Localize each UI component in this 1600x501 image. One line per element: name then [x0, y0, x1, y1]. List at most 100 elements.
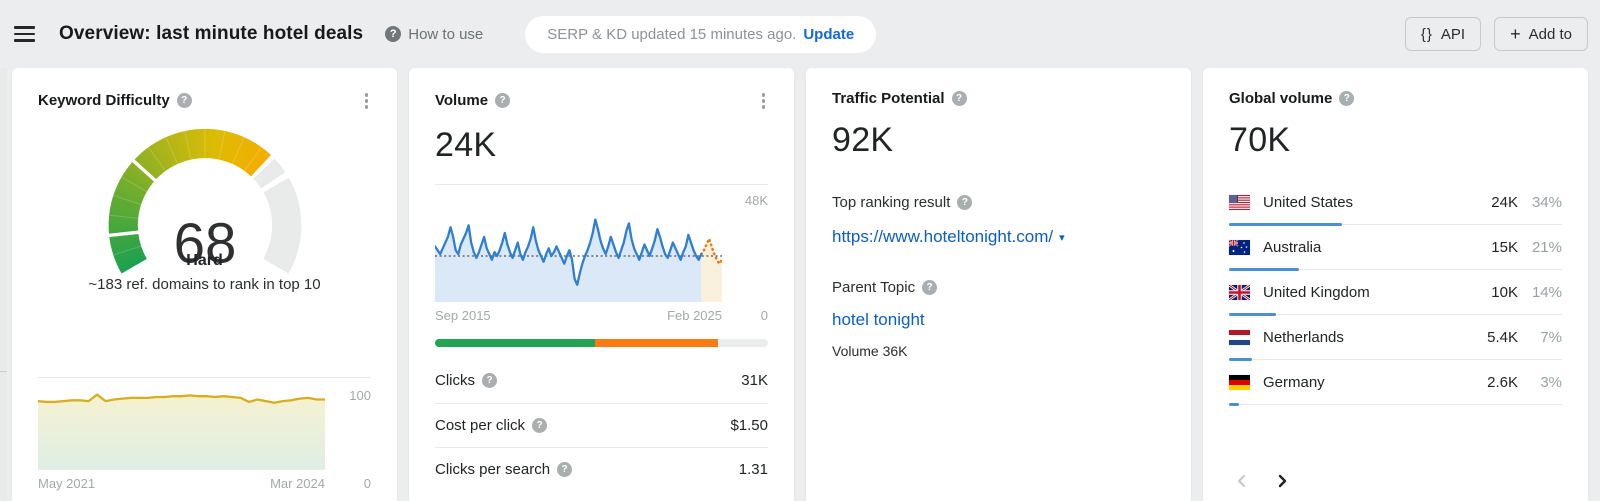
kd-gauge: 68 — [38, 116, 371, 282]
metric-help-icon[interactable]: ? — [557, 461, 573, 477]
help-icon: ? — [385, 26, 402, 42]
country-percent: 21% — [1531, 238, 1562, 256]
metric-label: Clicks — [435, 372, 475, 389]
country-pager — [1229, 467, 1562, 491]
kd-help-icon[interactable]: ? — [176, 93, 192, 109]
country-volume: 15K — [1491, 238, 1518, 256]
gv-card-title: Global volume — [1229, 90, 1333, 107]
volume-y-axis-top: 48K — [744, 192, 768, 208]
kd-x-axis-start: May 2021 — [38, 475, 96, 491]
tp-help-icon[interactable]: ? — [951, 91, 967, 106]
metric-value: 1.31 — [738, 460, 768, 478]
de-flag-icon — [1229, 374, 1250, 390]
clicks-bar-segment-paid — [594, 338, 719, 347]
volume-x-axis-start: Sep 2015 — [435, 307, 491, 323]
tp-value: 92K — [832, 121, 894, 159]
country-list: United States 24K 34% Australia 15K 21% Unit… — [1228, 180, 1562, 406]
country-percent: 7% — [1540, 328, 1562, 346]
kd-level-label: Hard — [186, 251, 223, 269]
top-ranking-result-link[interactable]: https://www.hoteltonight.com/ ▾ — [832, 227, 1065, 247]
metric-label: Cost per click — [435, 416, 526, 434]
country-percent: 14% — [1531, 283, 1562, 301]
country-volume: 24K — [1491, 193, 1518, 211]
country-row-australia: Australia 15K 21% — [1228, 225, 1562, 271]
nl-flag-icon — [1229, 329, 1250, 345]
global-volume-card: Global volume ? 70K United States 24K 34% … — [1203, 68, 1588, 501]
volume-help-icon[interactable]: ? — [495, 93, 511, 109]
metric-help-icon[interactable]: ? — [532, 417, 548, 433]
volume-kebab-menu-icon[interactable] — [759, 90, 769, 112]
update-link[interactable]: Update — [803, 25, 855, 43]
kd-y-axis-bottom: 0 — [363, 475, 371, 491]
kd-x-axis-end: Mar 2024 — [270, 475, 325, 491]
kd-history-chart — [38, 392, 325, 470]
topbar: Overview: last minute hotel deals ? How … — [0, 0, 1600, 68]
api-button[interactable]: {} API — [1404, 17, 1482, 51]
metric-row-cost-per-click: Cost per click? $1.50 — [435, 402, 768, 447]
volume-history-chart — [435, 217, 722, 302]
country-name: Australia — [1263, 238, 1322, 256]
clicks-distribution-bar — [435, 338, 768, 347]
country-share-bar — [1229, 358, 1253, 361]
how-to-use-link[interactable]: ? How to use — [385, 26, 483, 43]
metric-row-clicks-per-search: Clicks per search? 1.31 — [435, 446, 768, 491]
metric-help-icon[interactable]: ? — [482, 373, 497, 388]
clicks-bar-segment-organic — [435, 338, 595, 347]
us-flag-icon — [1229, 194, 1250, 210]
kd-divider — [38, 376, 371, 378]
kd-description: ~183 ref. domains to rank in top 10 — [88, 275, 321, 293]
metric-row-clicks: Clicks? 31K — [435, 359, 768, 403]
kd-kebab-menu-icon[interactable] — [362, 90, 372, 112]
country-percent: 3% — [1540, 373, 1562, 391]
gv-value: 70K — [1229, 121, 1291, 159]
volume-metrics: Clicks? 31K Cost per click? $1.50 Clicks per… — [435, 359, 768, 491]
left-edge-divider — [0, 68, 7, 501]
how-to-use-label: How to use — [408, 25, 484, 43]
top-ranking-help-icon[interactable]: ? — [957, 195, 973, 210]
country-row-united-states: United States 24K 34% — [1229, 180, 1562, 226]
volume-divider — [435, 183, 768, 185]
country-percent: 34% — [1531, 193, 1562, 211]
country-share-bar — [1229, 313, 1276, 316]
metric-value: 31K — [741, 372, 768, 389]
gv-help-icon[interactable]: ? — [1339, 91, 1355, 106]
country-volume: 10K — [1491, 283, 1518, 301]
serp-status-text: SERP & KD updated 15 minutes ago. — [547, 25, 797, 43]
kd-y-axis-top: 100 — [349, 387, 371, 403]
metric-value: $1.50 — [730, 416, 768, 434]
kd-card-title: Keyword Difficulty — [38, 92, 170, 110]
country-share-bar — [1229, 223, 1343, 226]
api-button-label: API — [1440, 25, 1466, 43]
country-volume: 2.6K — [1487, 373, 1518, 391]
country-row-germany: Germany 2.6K 3% — [1229, 360, 1562, 406]
volume-x-axis-end: Feb 2025 — [667, 307, 722, 323]
volume-value: 24K — [435, 125, 497, 164]
tp-card-title: Traffic Potential — [832, 90, 945, 107]
prev-page-icon[interactable] — [1235, 473, 1249, 489]
parent-topic-link[interactable]: hotel tonight — [832, 310, 925, 329]
top-ranking-result-label: Top ranking result — [832, 194, 951, 211]
metric-label: Clicks per search — [435, 460, 551, 478]
caret-down-icon[interactable]: ▾ — [1059, 231, 1065, 244]
serp-status-pill: SERP & KD updated 15 minutes ago. Update — [525, 15, 877, 53]
traffic-potential-card: Traffic Potential ? 92K Top ranking resu… — [806, 68, 1191, 501]
braces-icon: {} — [1420, 25, 1433, 43]
country-share-bar — [1229, 268, 1299, 271]
country-row-united-kingdom: United Kingdom 10K 14% — [1228, 270, 1562, 316]
keyword-difficulty-card: Keyword Difficulty ? 68 Hard ~183 ref. d… — [12, 68, 397, 501]
volume-y-axis-bottom: 0 — [760, 307, 768, 323]
overview-cards: Keyword Difficulty ? 68 Hard ~183 ref. d… — [12, 68, 1588, 501]
country-name: Germany — [1263, 373, 1325, 391]
next-page-icon[interactable] — [1275, 473, 1289, 489]
add-to-button[interactable]: + Add to — [1494, 17, 1588, 51]
country-volume: 5.4K — [1487, 328, 1518, 346]
volume-card: Volume ? 24K 48K Sep 2015 Feb 2025 0 Cli… — [409, 68, 794, 501]
top-ranking-url: https://www.hoteltonight.com/ — [832, 227, 1054, 246]
clicks-bar-segment-none — [718, 338, 768, 347]
parent-topic-label: Parent Topic — [832, 279, 916, 296]
country-name: United States — [1263, 193, 1354, 211]
parent-topic-help-icon[interactable]: ? — [922, 280, 938, 295]
country-row-netherlands: Netherlands 5.4K 7% — [1229, 315, 1562, 361]
volume-card-title: Volume — [435, 92, 489, 110]
menu-icon[interactable] — [14, 22, 35, 46]
